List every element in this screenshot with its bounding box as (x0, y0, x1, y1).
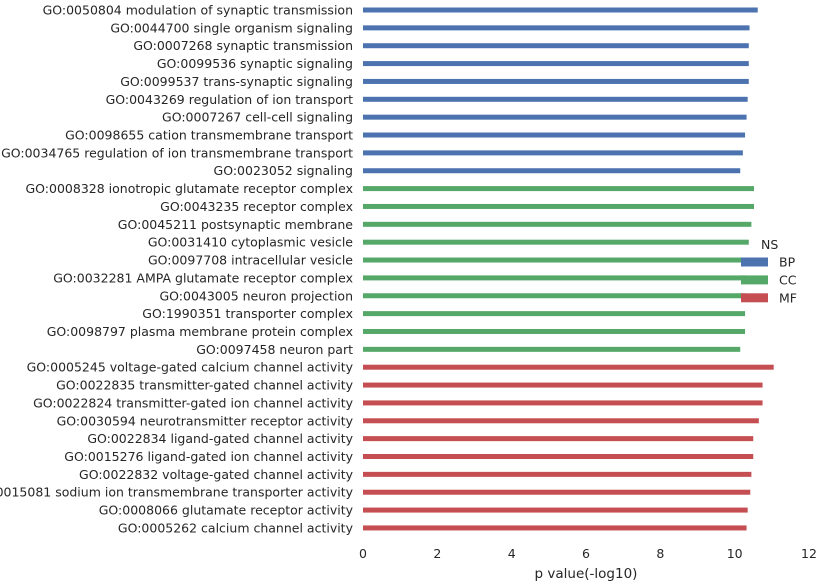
category-label: GO:0043005 neuron projection (159, 288, 353, 303)
x-tick-label: 12 (801, 546, 817, 561)
category-label: GO:0007268 synaptic transmission (133, 38, 353, 53)
bar (363, 436, 754, 442)
category-label: GO:0022832 voltage-gated channel activit… (79, 467, 354, 482)
category-label: GO:0098797 plasma membrane protein compl… (47, 324, 353, 339)
category-label: GO:0032281 AMPA glutamate receptor compl… (53, 270, 353, 285)
bar (363, 400, 763, 406)
x-tick-label: 10 (727, 546, 743, 561)
category-label: GO:0045211 postsynaptic membrane (118, 217, 354, 232)
bar (363, 150, 743, 156)
category-label: GO:0050804 modulation of synaptic transm… (43, 3, 353, 18)
category-label: GO:0015276 ligand-gated ion channel acti… (64, 449, 353, 464)
bar (363, 78, 749, 84)
category-label: GO:0098655 cation transmembrane transpor… (65, 128, 353, 143)
bar (363, 471, 752, 477)
category-label: GO:0044700 single organism signaling (110, 20, 353, 35)
bar (363, 114, 747, 120)
legend-entry-label: MF (779, 290, 797, 305)
bar (363, 132, 746, 138)
bar (363, 328, 746, 334)
bar (363, 7, 758, 13)
x-tick-label: 4 (508, 546, 516, 561)
bar (363, 507, 748, 513)
category-label: GO:0005262 calcium channel activity (118, 520, 354, 535)
bar (363, 418, 759, 424)
bar (363, 311, 746, 317)
bar (363, 364, 774, 370)
bar (363, 525, 747, 531)
category-label: GO:0099537 trans-synaptic signaling (120, 74, 353, 89)
bar (363, 168, 741, 174)
x-tick-label: 0 (359, 546, 367, 561)
bar (363, 382, 763, 388)
legend: NS BP CC MF (741, 237, 797, 305)
bar (363, 221, 752, 227)
bar (363, 489, 751, 495)
category-label: GO:0015081 sodium ion transmembrane tran… (0, 485, 354, 500)
bar (363, 203, 754, 209)
bar (363, 25, 750, 31)
bar (363, 186, 754, 192)
category-label: GO:0099536 synaptic signaling (157, 56, 353, 71)
legend-swatch (741, 275, 768, 285)
category-label: GO:0043235 receptor complex (160, 199, 353, 214)
legend-swatch (741, 293, 768, 303)
x-tick-label: 6 (582, 546, 590, 561)
category-label: GO:0022835 transmitter-gated channel act… (56, 378, 353, 393)
legend-entry-label: BP (779, 255, 796, 270)
bar (363, 61, 749, 67)
bar (363, 346, 741, 352)
bar (363, 275, 746, 281)
category-label: GO:0097708 intracellular vesicle (148, 253, 353, 268)
category-labels: GO:0050804 modulation of synaptic transm… (0, 3, 354, 536)
category-label: GO:0022834 ligand-gated channel activity (87, 431, 353, 446)
category-label: GO:0023052 signaling (214, 163, 353, 178)
legend-title: NS (761, 237, 778, 252)
bar (363, 293, 746, 299)
x-axis-label: p value(-log10) (535, 566, 638, 582)
legend-entry-label: CC (779, 272, 797, 287)
category-label: GO:0043269 regulation of ion transport (106, 92, 354, 107)
category-label: GO:0030594 neurotransmitter receptor act… (57, 413, 354, 428)
category-label: GO:0031410 cytoplasmic vesicle (148, 235, 353, 250)
bar (363, 257, 746, 263)
category-label: GO:0097458 neuron part (196, 342, 353, 357)
category-label: GO:0008328 ionotropic glutamate receptor… (26, 181, 354, 196)
bar (363, 239, 749, 245)
x-axis-ticks: 0 2 4 6 8 10 12 (359, 546, 817, 561)
category-label: GO:0034765 regulation of ion transmembra… (1, 145, 353, 160)
category-label: GO:0008066 glutamate receptor activity (99, 503, 354, 518)
bar (363, 454, 754, 459)
bar (363, 96, 748, 102)
bar (363, 43, 749, 49)
bars-layer (363, 7, 774, 531)
x-tick-label: 2 (433, 546, 441, 561)
category-label: GO:1990351 transporter complex (142, 306, 353, 321)
category-label: GO:0005245 voltage-gated calcium channel… (27, 360, 354, 375)
category-label: GO:0022824 transmitter-gated ion channel… (33, 395, 354, 410)
legend-swatch (741, 257, 768, 267)
category-label: GO:0007267 cell-cell signaling (162, 110, 353, 125)
x-tick-label: 8 (656, 546, 664, 561)
